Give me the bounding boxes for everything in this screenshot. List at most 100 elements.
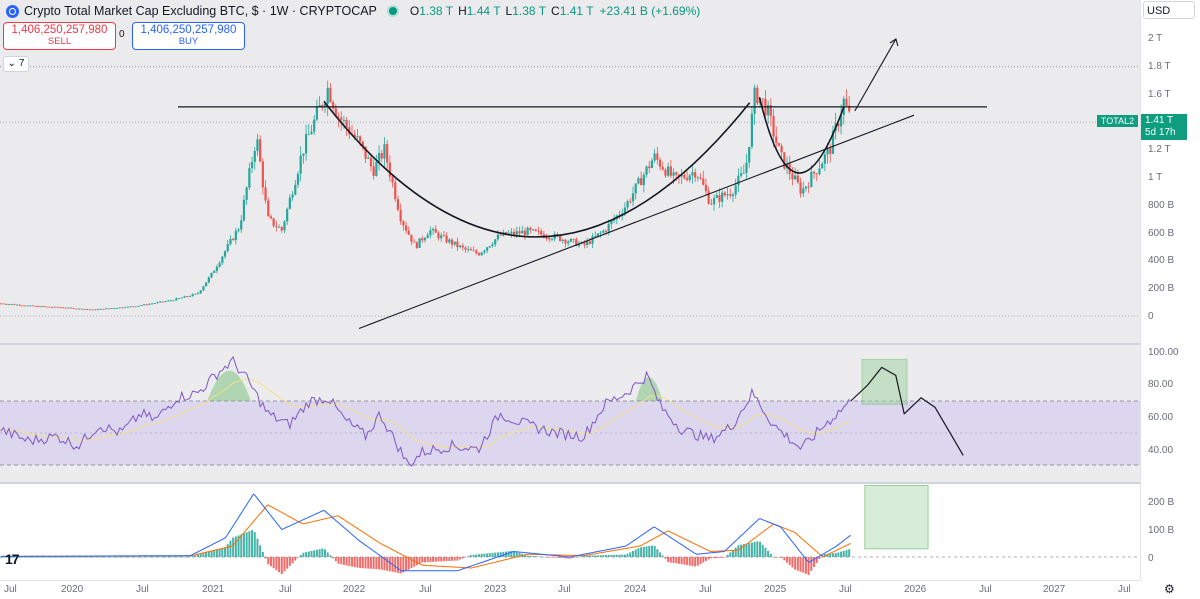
macd-histogram-bar: [618, 554, 621, 557]
macd-histogram-bar: [748, 543, 751, 557]
pane-separator[interactable]: [0, 482, 1200, 484]
candle-body: [202, 286, 205, 291]
candle-body: [10, 304, 13, 306]
macd-histogram-bar: [799, 557, 802, 572]
candle-body: [702, 178, 705, 185]
macd-histogram-bar: [529, 555, 532, 557]
macd-histogram-bar: [126, 556, 129, 558]
macd-histogram-bar: [723, 557, 726, 558]
ohlc-close-value: 1.41 T: [559, 4, 594, 18]
buy-button[interactable]: 1,406,250,257,980 BUY: [132, 22, 245, 50]
macd-histogram-bar: [318, 549, 321, 557]
macd-histogram-bar: [291, 557, 294, 564]
candle-body: [53, 306, 56, 308]
candle-body: [253, 150, 256, 162]
macd-line: [0, 493, 851, 572]
candle-body: [421, 238, 424, 241]
macd-histogram-bar: [64, 556, 67, 558]
candle-body: [491, 244, 494, 247]
macd-histogram-bar: [688, 557, 691, 566]
macd-histogram-bar: [148, 556, 151, 558]
candle-body: [161, 301, 164, 303]
macd-histogram-bar: [483, 553, 486, 557]
price-scale[interactable]: [1140, 0, 1200, 580]
candle-body: [767, 105, 770, 116]
candle-body: [218, 262, 221, 267]
candle-body: [121, 307, 124, 309]
macd-histogram-bar: [605, 555, 608, 557]
candle-body: [564, 239, 567, 244]
ohlc-high-key: H: [458, 4, 467, 18]
candle-body: [59, 307, 62, 309]
macd-histogram-bar: [167, 556, 170, 558]
macd-histogram-bar: [421, 557, 424, 563]
candle-body: [361, 141, 364, 147]
currency-selector[interactable]: USD: [1143, 1, 1195, 19]
macd-histogram-bar: [13, 556, 16, 558]
time-axis[interactable]: [0, 580, 1140, 599]
candle-body: [710, 203, 713, 205]
candle-body: [445, 235, 448, 243]
candle-body: [229, 238, 232, 245]
macd-histogram-bar: [124, 556, 127, 558]
macd-histogram-bar: [696, 557, 699, 566]
macd-histogram-bar: [607, 555, 610, 557]
macd-histogram-bar: [272, 557, 275, 569]
macd-histogram-bar: [842, 550, 845, 557]
candle-body: [223, 251, 227, 257]
macd-histogram-bar: [680, 557, 683, 565]
candle-body: [413, 241, 416, 243]
candle-body: [461, 245, 464, 248]
macd-histogram-bar: [550, 557, 553, 558]
candle-body: [783, 152, 786, 169]
macd-histogram-bar: [394, 557, 397, 573]
candle-body: [61, 307, 65, 309]
macd-histogram-bar: [188, 556, 191, 558]
gear-icon[interactable]: ⚙: [1164, 582, 1175, 596]
sell-button[interactable]: 1,406,250,257,980 SELL: [3, 22, 116, 50]
candle-body: [450, 239, 454, 245]
macd-histogram-bar: [588, 555, 591, 557]
candle-body: [175, 298, 178, 301]
macd-histogram-bar: [186, 556, 189, 558]
indicators-collapse-button[interactable]: ⌄ 7: [3, 56, 29, 72]
macd-pane[interactable]: [0, 484, 1140, 580]
macd-histogram-bar: [5, 556, 8, 558]
symbol-title[interactable]: Crypto Total Market Cap Excluding BTC, $…: [24, 4, 377, 18]
sell-label: SELL: [47, 36, 72, 47]
price-pane[interactable]: [0, 0, 1140, 343]
macd-histogram-bar: [602, 555, 605, 557]
macd-histogram-bar: [634, 549, 637, 557]
candle-body: [169, 300, 173, 302]
macd-histogram-bar: [718, 557, 721, 558]
market-status-icon[interactable]: [388, 7, 397, 15]
candle-body: [18, 304, 21, 306]
candle-body: [205, 282, 208, 287]
candle-body: [123, 307, 127, 309]
candle-body: [256, 139, 259, 151]
macd-target-box: [864, 485, 929, 550]
macd-histogram-bar: [591, 555, 594, 557]
pane-separator[interactable]: [0, 343, 1200, 345]
ohlc-open-key: O: [409, 4, 420, 18]
macd-histogram-bar: [756, 541, 759, 557]
macd-histogram-bar: [129, 556, 132, 558]
candle-body: [675, 172, 678, 175]
candle-body: [780, 145, 783, 153]
chart-canvas[interactable]: [0, 0, 1140, 580]
macd-histogram-bar: [53, 556, 56, 558]
candle-body: [769, 105, 772, 117]
tradingview-logo[interactable]: 17: [5, 551, 20, 567]
macd-histogram-bar: [299, 555, 302, 557]
macd-histogram-bar: [767, 550, 770, 557]
macd-histogram-bar: [507, 551, 510, 557]
candle-body: [602, 230, 605, 233]
candle-body: [313, 119, 316, 132]
macd-histogram-bar: [475, 554, 478, 557]
macd-histogram-bar: [583, 555, 586, 557]
macd-histogram-bar: [791, 557, 794, 568]
macd-histogram-bar: [0, 557, 2, 558]
currency-label: USD: [1147, 5, 1171, 17]
candle-body: [7, 304, 10, 306]
candle-body: [799, 182, 802, 194]
